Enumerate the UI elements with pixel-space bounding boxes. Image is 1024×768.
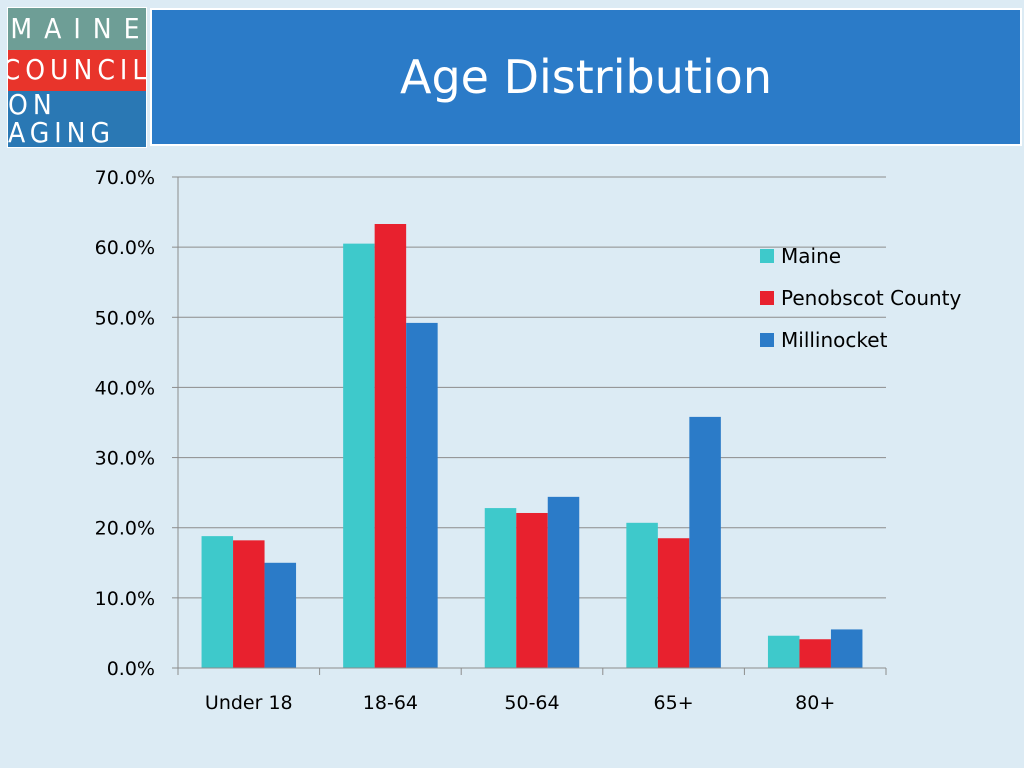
- y-tick-label: 0.0%: [107, 658, 155, 680]
- y-tick-label: 20.0%: [95, 518, 155, 540]
- bar-maine: [767, 635, 800, 668]
- logo-line-on-aging: ON AGING: [8, 91, 146, 147]
- legend-label: Penobscot County: [781, 286, 962, 310]
- maine-council-on-aging-logo: MAINE COUNCIL ON AGING: [7, 7, 147, 148]
- y-tick-label: 10.0%: [95, 588, 155, 610]
- bar-maine: [484, 508, 517, 668]
- y-tick-label: 30.0%: [95, 448, 155, 470]
- legend-label: Maine: [781, 244, 841, 268]
- legend-swatch: [760, 249, 774, 263]
- x-tick-label: 18-64: [363, 692, 418, 714]
- bar-penobscot-county: [799, 639, 831, 668]
- bar-millinocket: [547, 496, 580, 668]
- legend-label: Millinocket: [781, 328, 888, 352]
- logo-line-council: COUNCIL: [8, 49, 146, 91]
- title-bar: Age Distribution: [150, 8, 1022, 146]
- legend-swatch: [760, 333, 774, 347]
- logo-line-maine: MAINE: [8, 8, 146, 50]
- bar-millinocket: [406, 322, 438, 668]
- bar-penobscot-county: [374, 223, 407, 668]
- bar-penobscot-county: [516, 512, 548, 668]
- x-tick-label: 50-64: [504, 692, 559, 714]
- bar-millinocket: [689, 416, 721, 668]
- x-tick-label: Under 18: [205, 692, 293, 714]
- bar-maine: [343, 243, 375, 668]
- y-tick-label: 60.0%: [95, 237, 155, 259]
- y-tick-label: 40.0%: [95, 377, 155, 399]
- x-tick-label: 80+: [795, 692, 835, 714]
- bar-penobscot-county: [657, 538, 690, 668]
- bar-millinocket: [264, 562, 297, 668]
- page-title: Age Distribution: [400, 50, 772, 104]
- bar-penobscot-county: [233, 540, 265, 668]
- y-tick-label: 50.0%: [95, 307, 155, 329]
- legend-swatch: [760, 291, 774, 305]
- bar-maine: [626, 522, 658, 668]
- x-tick-label: 65+: [654, 692, 694, 714]
- y-tick-label: 70.0%: [95, 167, 155, 189]
- bar-maine: [201, 536, 234, 668]
- bar-millinocket: [830, 629, 863, 668]
